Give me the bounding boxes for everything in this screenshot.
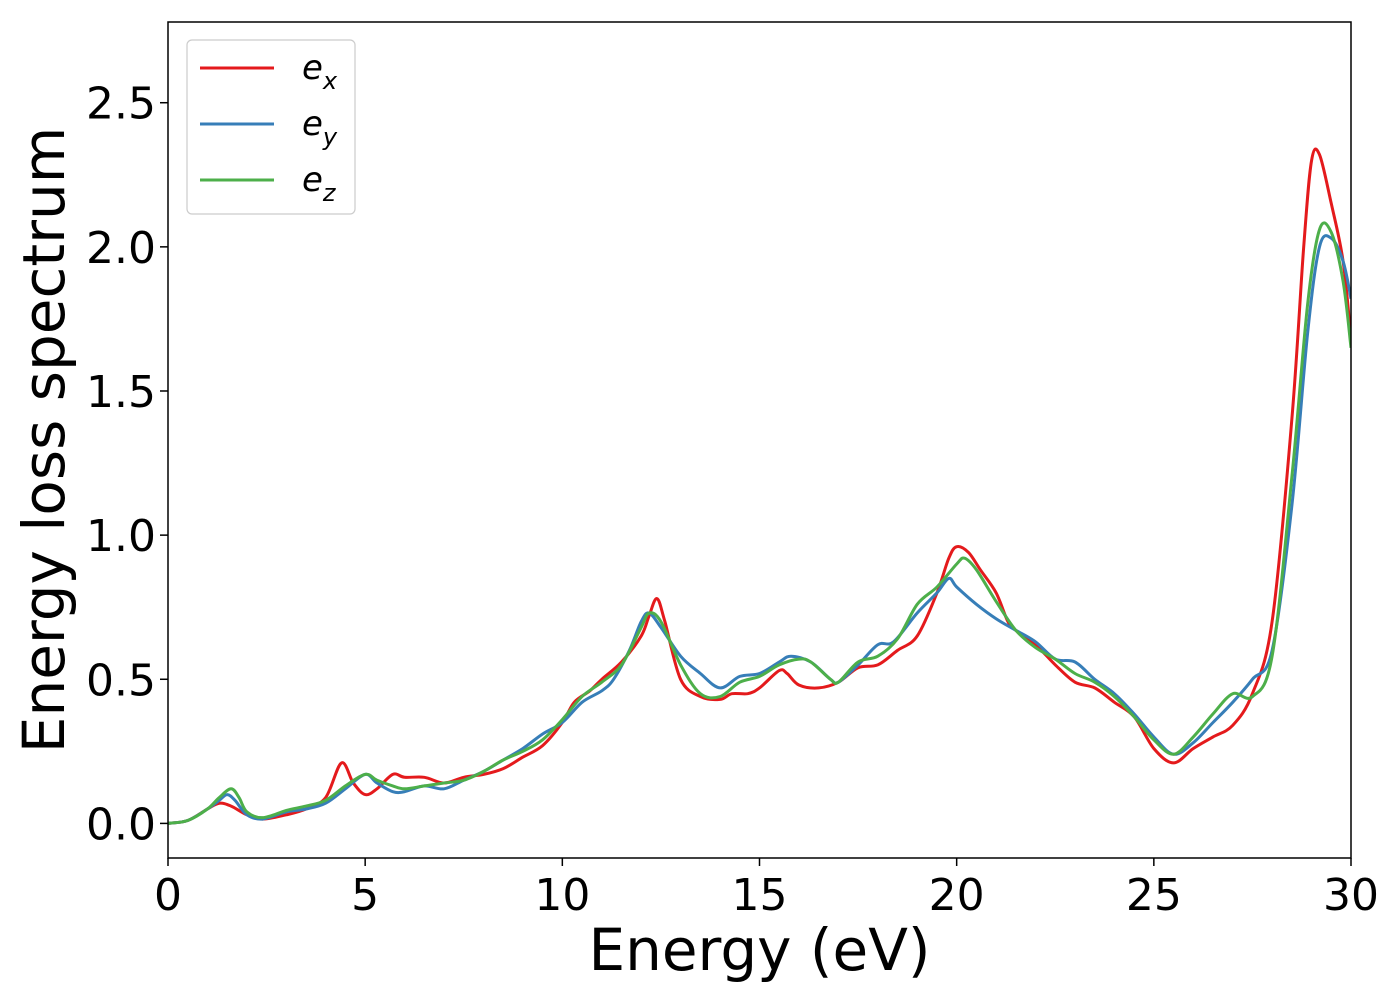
x-tick-label: 20 [929,870,985,921]
legend-label-x: ex [302,48,338,95]
series-line-z [168,221,1351,825]
y-tick-label: 2.5 [86,79,156,130]
legend-label-y: ey [302,104,338,151]
x-tick-label: 30 [1323,870,1379,921]
y-tick-label: 0.5 [86,655,156,706]
x-tick-label: 25 [1126,870,1182,921]
series-layer [168,147,1351,825]
y-tick-label: 0.0 [86,799,156,850]
series-line-x [168,147,1351,825]
y-tick-label: 2.0 [86,223,156,274]
x-tick-label: 0 [154,870,182,921]
legend: ex ey ez [186,39,356,215]
legend-label-z: ez [302,160,337,207]
x-tick-label: 10 [534,870,590,921]
y-tick-label: 1.0 [86,511,156,562]
y-axis-label: Energy loss spectrum [10,127,78,753]
series-line-y [168,234,1351,825]
x-axis: 0 5 10 15 20 25 30 [154,858,1379,921]
x-tick-label: 5 [351,870,379,921]
x-axis-label: Energy (eV) [588,916,930,984]
y-axis: 0.0 0.5 1.0 1.5 2.0 2.5 [86,79,168,850]
x-tick-label: 15 [732,870,788,921]
y-tick-label: 1.5 [86,367,156,418]
legend-box [186,39,356,215]
